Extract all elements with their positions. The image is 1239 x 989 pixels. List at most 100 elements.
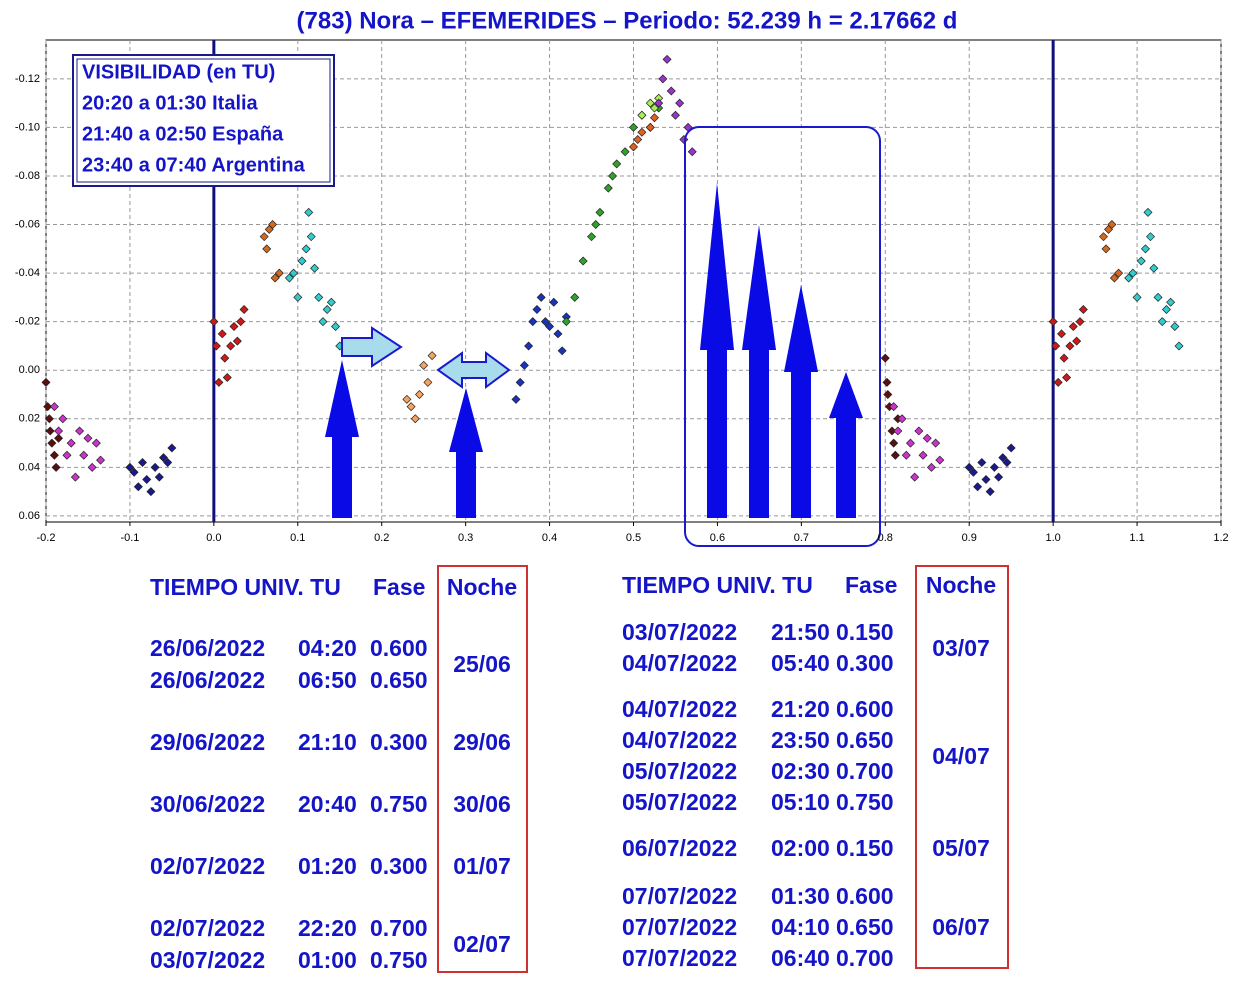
point	[154, 472, 164, 482]
x-tick-label: -0.1	[120, 532, 139, 544]
point	[540, 317, 550, 327]
table-cell: 02:30	[771, 758, 830, 784]
point	[654, 98, 664, 108]
point	[79, 450, 89, 460]
point	[532, 305, 542, 315]
point	[675, 98, 685, 108]
table-cell: 21:50	[771, 619, 830, 645]
point	[910, 472, 920, 482]
arrow-shaft	[791, 370, 811, 518]
x-tick-label: 0.9	[962, 532, 977, 544]
table-cell: 0.700	[836, 758, 894, 784]
x-tick-label: 0.7	[794, 532, 809, 544]
point	[994, 472, 1004, 482]
point	[1109, 273, 1119, 283]
point	[658, 74, 668, 84]
point	[83, 433, 93, 443]
point	[1072, 336, 1082, 346]
table-cell: 03/07/2022	[622, 619, 738, 645]
point	[222, 373, 232, 383]
night-box	[437, 565, 528, 973]
point	[150, 462, 160, 472]
point	[159, 453, 168, 463]
point	[545, 322, 555, 332]
point	[423, 377, 433, 387]
point	[44, 414, 54, 424]
table-cell: 0.600	[370, 635, 428, 661]
point	[578, 256, 588, 266]
point	[259, 232, 269, 242]
night-cell: 02/07	[453, 931, 511, 957]
point	[322, 305, 332, 315]
point	[402, 394, 412, 404]
point	[914, 426, 924, 436]
point	[1065, 341, 1075, 351]
table-cell: 04:20	[298, 635, 357, 661]
point	[270, 273, 280, 283]
x-tick-label: -0.2	[37, 532, 56, 544]
point	[926, 462, 936, 472]
arrow-shaft	[456, 450, 476, 518]
right-arrow	[341, 326, 403, 368]
visibility-line: 20:20 a 01:30 Italia	[82, 92, 259, 114]
night-box	[915, 565, 1009, 969]
point	[239, 305, 249, 315]
point	[1140, 244, 1150, 254]
point	[649, 103, 659, 113]
arrow-head	[700, 183, 734, 350]
point	[58, 414, 68, 424]
point	[629, 122, 638, 132]
point	[326, 297, 336, 307]
point	[645, 98, 655, 108]
point	[1161, 305, 1171, 315]
visibility-line: VISIBILIDAD (en TU)	[82, 61, 275, 83]
arrow-head	[829, 372, 863, 418]
point	[268, 220, 278, 230]
point	[87, 462, 97, 472]
point	[662, 54, 672, 64]
table-cell: 30/06/2022	[150, 791, 266, 817]
point	[882, 377, 892, 387]
table-cell: 01:00	[298, 947, 357, 973]
point	[51, 462, 61, 472]
table-cell: 0.750	[370, 791, 428, 817]
point	[66, 438, 76, 448]
point	[54, 426, 64, 436]
point	[91, 438, 101, 448]
header: Noche	[925, 572, 997, 598]
x-tick-label: 1.0	[1045, 532, 1060, 544]
table-cell: 04/07/2022	[622, 650, 738, 676]
point	[419, 360, 429, 370]
table-cell: 0.300	[836, 650, 894, 676]
table-cell: 0.600	[836, 696, 894, 722]
night-cell: 01/07	[453, 853, 511, 879]
chart-title: (783) Nora – EFEMERIDES – Periodo: 52.23…	[297, 7, 958, 34]
point	[1157, 317, 1167, 327]
point	[905, 438, 915, 448]
y-tick-label: 0.06	[19, 510, 40, 522]
arrow-shaft	[332, 435, 352, 518]
point	[890, 450, 900, 460]
table-cell: 0.750	[370, 947, 428, 973]
point	[964, 462, 974, 472]
night-cell: 05/07	[932, 835, 990, 861]
point	[133, 482, 143, 492]
point	[1078, 305, 1088, 315]
y-tick-label: 0.02	[19, 413, 40, 425]
point	[973, 482, 983, 492]
table-cell: 26/06/2022	[150, 635, 266, 661]
point	[1124, 273, 1134, 283]
point	[889, 438, 899, 448]
table-cell: 02/07/2022	[150, 915, 266, 941]
point	[49, 450, 59, 460]
point	[637, 110, 647, 120]
point	[524, 341, 534, 351]
table-cell: 0.700	[370, 915, 428, 941]
point	[620, 147, 630, 157]
point	[1143, 207, 1153, 217]
point	[889, 402, 899, 412]
point	[977, 458, 987, 468]
point	[880, 353, 890, 363]
header: TIEMPO UNIV. TU	[150, 574, 341, 600]
point	[1166, 297, 1176, 307]
